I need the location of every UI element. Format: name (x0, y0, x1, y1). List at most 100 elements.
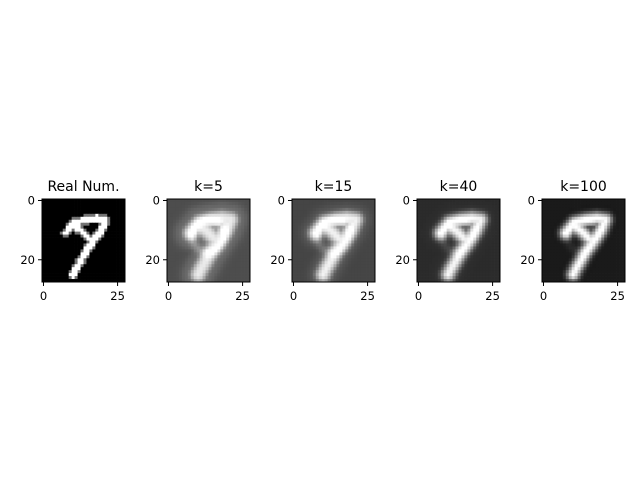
pixel-cell (345, 276, 349, 280)
pixel-cell (220, 234, 224, 238)
pixel-cell (336, 240, 340, 244)
pixel-cell (342, 231, 346, 235)
pixel-cell (77, 207, 81, 212)
pixel-cell (190, 252, 195, 256)
pixel-cell (443, 201, 447, 206)
pixel-cell (425, 222, 430, 227)
pixel-cell (622, 258, 626, 262)
pixel-cell (74, 222, 78, 227)
pixel-cell (321, 243, 325, 247)
pixel-cell (184, 255, 189, 259)
pixel-cell (360, 216, 364, 221)
pixel-cell (491, 231, 495, 235)
pixel-cell (348, 279, 352, 283)
pixel-cell (315, 243, 320, 247)
pixel-cell (193, 264, 197, 268)
pixel-cell (238, 213, 242, 218)
pixel-cell (547, 237, 552, 241)
pixel-cell (372, 234, 376, 238)
pixel-cell (592, 243, 596, 247)
pixel-cell (42, 231, 46, 235)
pixel-cell (467, 219, 471, 224)
pixel-cell (205, 240, 209, 244)
pixel-cell (452, 199, 456, 203)
pixel-cell (318, 270, 322, 274)
pixel-cell (318, 207, 322, 212)
pixel-cell (449, 276, 453, 280)
pixel-cell (178, 237, 183, 241)
pixel-cell (104, 225, 108, 229)
pixel-cell (42, 216, 46, 221)
pixel-cell (342, 252, 346, 256)
pixel-cell (205, 270, 209, 274)
pixel-cell (455, 213, 459, 218)
pixel-cell (556, 219, 561, 224)
pixel-cell (300, 204, 305, 209)
pixel-cell (330, 255, 334, 259)
pixel-cell (345, 216, 349, 221)
pixel-cell (214, 210, 218, 215)
pixel-cell (485, 252, 489, 256)
pixel-cell (330, 258, 334, 262)
pixel-cell (622, 216, 626, 221)
pixel-cell (467, 199, 471, 203)
pixel-cell (565, 255, 570, 259)
pixel-cell (604, 243, 608, 247)
pixel-cell (113, 201, 117, 206)
pixel-cell (116, 258, 120, 262)
pixel-cell (458, 225, 462, 229)
pixel-cell (181, 243, 186, 247)
pixel-cell (577, 246, 581, 250)
pixel-cell (616, 255, 620, 259)
pixel-cell (306, 225, 311, 229)
pixel-cell (175, 201, 180, 206)
pixel-cell (589, 240, 593, 244)
pixel-cell (440, 231, 445, 235)
pixel-cell (315, 199, 320, 203)
pixel-cell (217, 219, 221, 224)
pixel-cell (616, 279, 620, 283)
pixel-cell (455, 279, 459, 283)
pixel-cell (247, 219, 251, 224)
pixel-cell (184, 222, 189, 227)
pixel-cell (89, 216, 93, 221)
pixel-cell (369, 258, 373, 262)
pixel-cell (443, 216, 447, 221)
pixel-cell (485, 273, 489, 277)
pixel-cell (315, 213, 320, 218)
pixel-cell (205, 225, 209, 229)
pixel-cell (461, 246, 465, 250)
pixel-cell (339, 204, 343, 209)
pixel-cell (360, 258, 364, 262)
pixel-cell (592, 213, 596, 218)
pixel-cell (428, 264, 433, 268)
panel-title: k=15 (315, 179, 353, 195)
pixel-cell (232, 267, 236, 271)
pixel-cell (610, 201, 614, 206)
pixel-cell (342, 273, 346, 277)
pixel-cell (360, 240, 364, 244)
pixel-cell (122, 207, 126, 212)
pixel-cell (214, 213, 218, 218)
pixel-cell (303, 240, 308, 244)
pixel-cell (44, 258, 49, 262)
pixel-cell (485, 249, 489, 253)
pixel-cell (613, 231, 617, 235)
pixel-cell (544, 210, 549, 215)
pixel-cell (196, 243, 200, 247)
pixel-cell (107, 267, 111, 271)
pixel-cell (110, 228, 114, 232)
pixel-cell (592, 255, 596, 259)
pixel-cell (425, 279, 430, 283)
pixel-cell (119, 279, 123, 283)
pixel-cell (422, 276, 427, 280)
pixel-cell (494, 199, 498, 203)
pixel-cell (110, 213, 114, 218)
pixel-cell (178, 255, 183, 259)
pixel-cell (622, 228, 626, 232)
pixel-cell (86, 255, 90, 259)
pixel-cell (586, 276, 590, 280)
pixel-cell (571, 213, 575, 218)
pixel-cell (610, 228, 614, 232)
pixel-cell (443, 207, 447, 212)
